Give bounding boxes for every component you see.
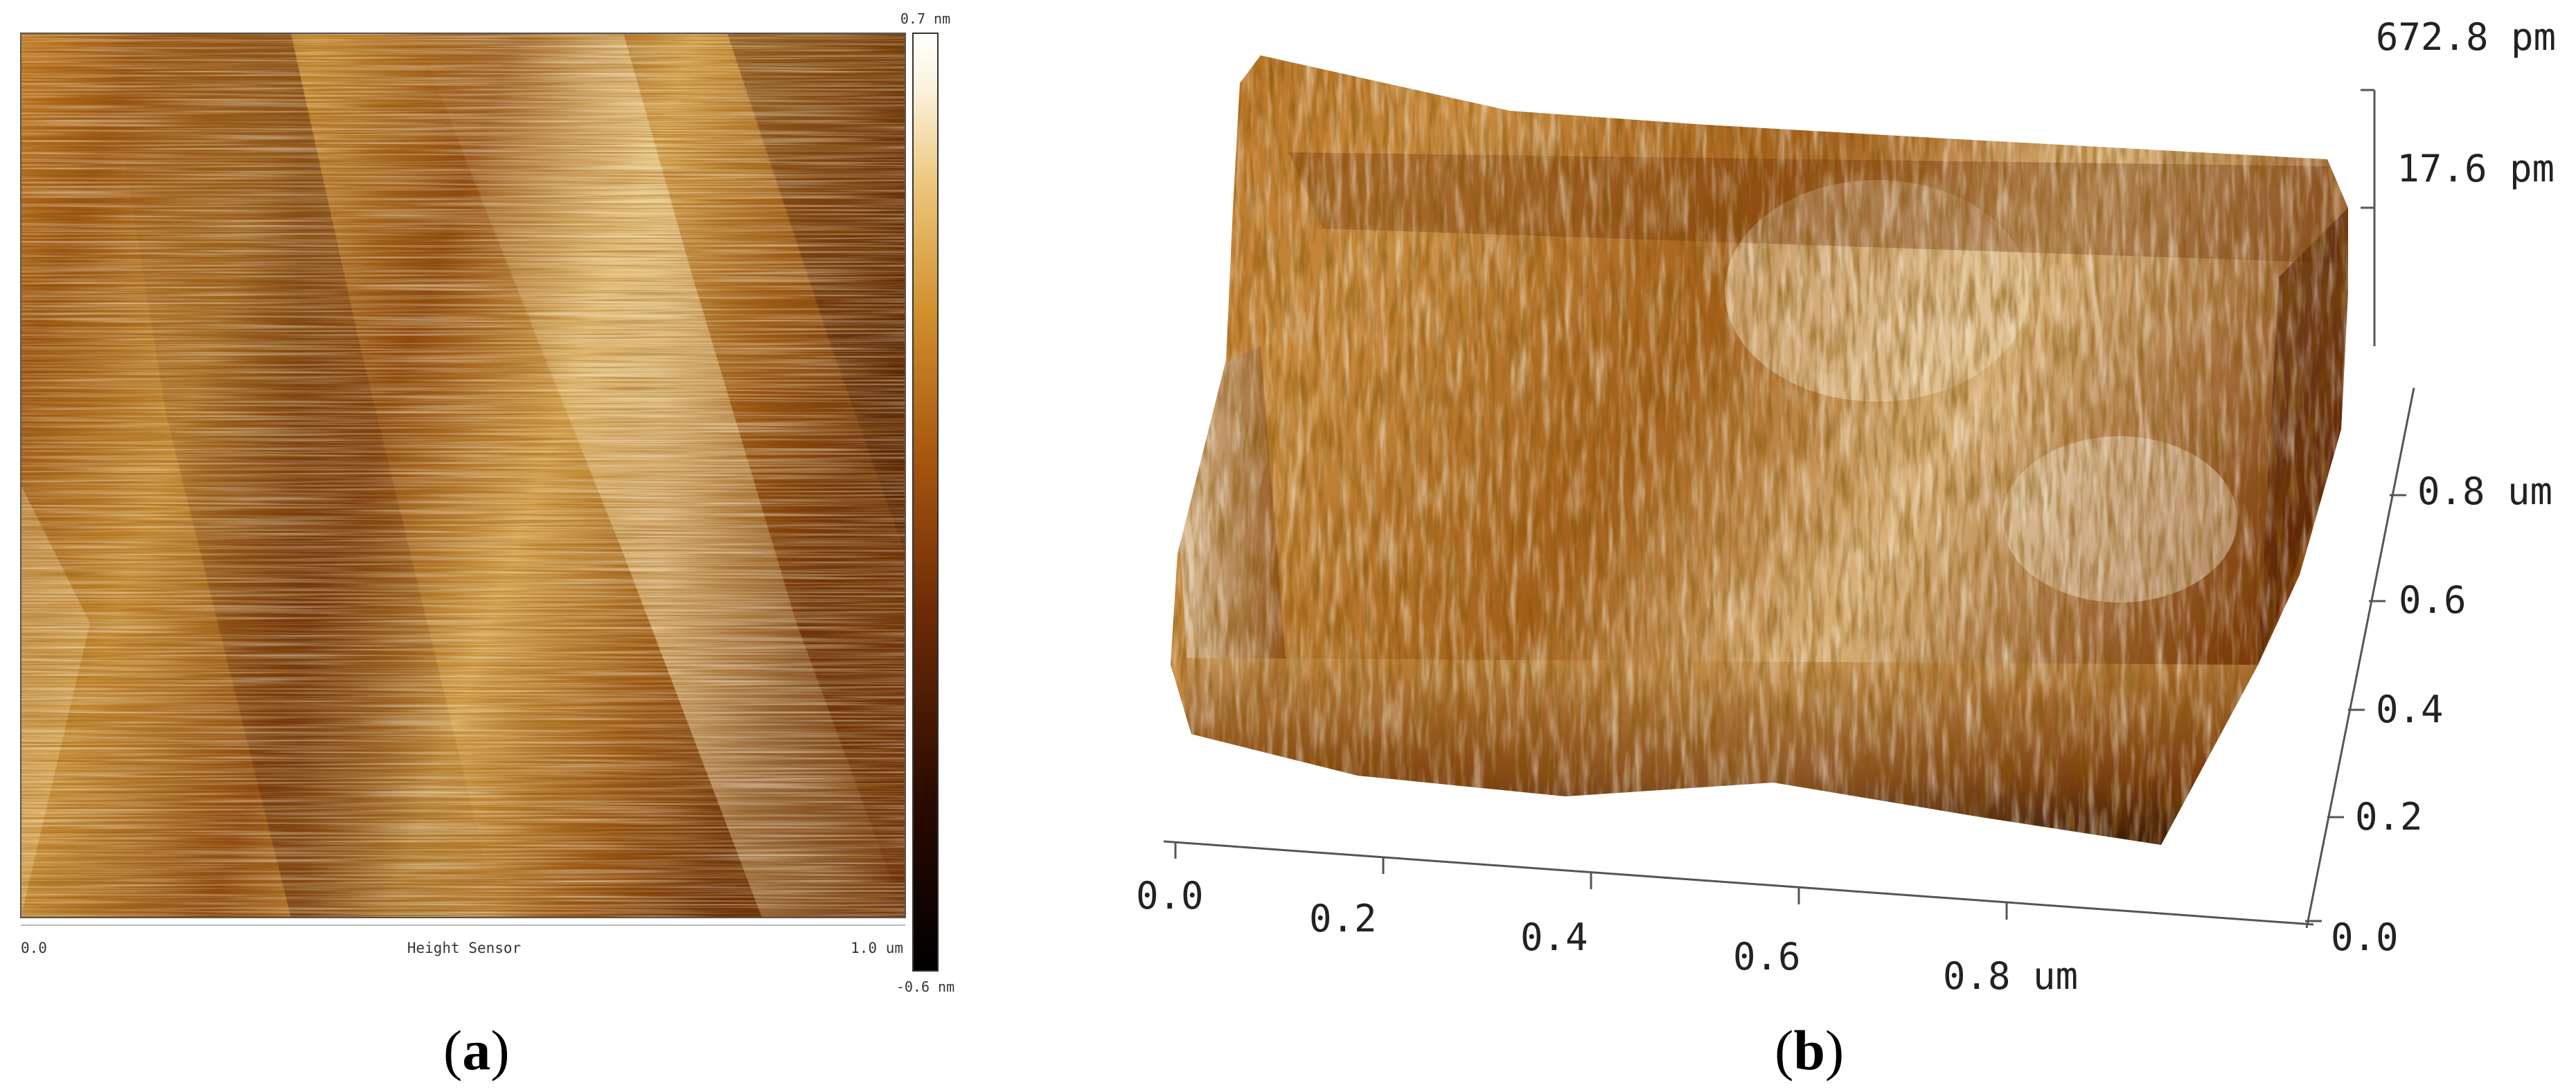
image-frame [20,33,906,918]
y-tick-1: 0.2 [2355,795,2423,839]
y-axis-ticks [2305,494,2406,922]
surface-3d [1171,55,2348,845]
x-tick-4: 0.8 um [1943,954,2078,998]
height-image [21,33,905,918]
y-tick-2: 0.4 [2376,688,2444,731]
x-tick-3: 0.6 [1733,935,1801,979]
x-axis-start-label: 0.0 [21,940,47,956]
panel-b-svg: 672.8 pm 17.6 pm 0.0 0.2 0.4 0.6 0.8 um … [1136,15,2556,998]
z-axis-max-label: 672.8 pm [2376,15,2556,59]
y-tick-4: 0.8 um [2417,470,2552,513]
caption-a: (a) [443,1019,510,1082]
channel-label: Height Sensor [407,940,521,956]
panel-b: 672.8 pm 17.6 pm 0.0 0.2 0.4 0.6 0.8 um … [1081,0,2576,1011]
x-tick-0: 0.0 [1136,874,1204,918]
y-tick-0: 0.0 [2331,915,2399,959]
panel-a: 0.7 nm -0.6 nm 0.0 Height Sensor 1.0 um [0,0,984,1011]
y-tick-3: 0.6 [2399,578,2467,622]
x-tick-1: 0.2 [1309,897,1377,940]
colorbar-max-label: 0.7 nm [900,10,950,27]
panel-a-svg: 0.7 nm -0.6 nm 0.0 Height Sensor 1.0 um [20,10,954,995]
x-tick-2: 0.4 [1520,915,1588,959]
y-axis-line-3d [2305,387,2415,929]
z-axis-mid-label: 17.6 pm [2397,147,2555,190]
caption-b: (b) [1775,1019,1845,1082]
x-axis-end-label: 1.0 um [851,940,903,956]
x-axis-line-3d [1163,840,2314,926]
x-axis-ticks [1174,842,2008,920]
colorbar-min-label: -0.6 nm [896,979,954,995]
colorbar [912,33,939,972]
